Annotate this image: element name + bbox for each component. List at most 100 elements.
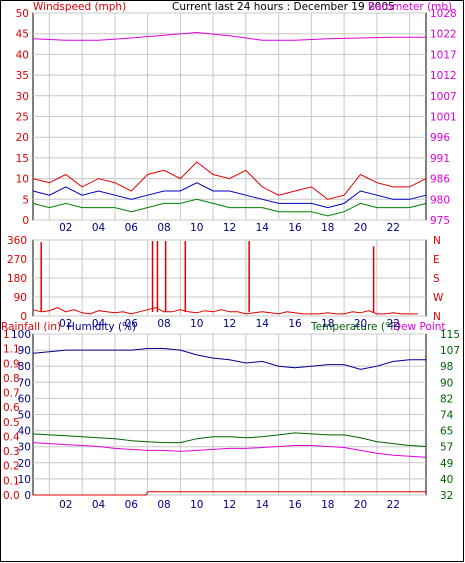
wind-tick-label: 45 [16,29,29,41]
chart-title: Current last 24 hours : December 19 2005 [172,1,395,13]
rainfall-tick-label: 1.1 [3,344,20,356]
temperature-tick-label: 65 [440,426,453,438]
wind-tick-label: 35 [16,70,29,82]
barometer-tick-label: 980 [430,194,450,206]
x-tick-label: 16 [288,318,302,330]
barometer-axis-title: Barometer (mb) [368,1,452,13]
compass-tick-label: E [433,254,440,266]
rainfall-tick-label: 0.4 [3,431,20,443]
compass-tick-label: N [433,235,441,247]
rainfall-tick-label: 0.5 [3,417,20,429]
barometer-tick-label: 1012 [430,70,457,82]
wind-tick-label: 50 [16,8,29,20]
humidity-series [32,348,426,370]
rainfall-tick-label: 0.9 [3,358,20,370]
x-tick-label: 02 [59,318,72,330]
humidity-tick-label: 0 [24,490,31,502]
x-tick-label: 04 [92,318,106,330]
x-tick-label: 18 [321,499,334,511]
humidity-tick-label: 70 [18,377,31,389]
rainfall-tick-label: 0.2 [3,461,20,473]
wind-tick-label: 20 [16,132,29,144]
rainfall-series [33,491,426,496]
humidity-tick-label: 100 [11,329,31,341]
direction-tick-label: 270 [7,254,27,266]
temperature-tick-label: 74 [440,410,454,422]
x-tick-label: 20 [354,499,367,511]
humidity-tick-label: 30 [18,442,31,454]
barometer-tick-label: 991 [430,153,450,165]
wind-tick-label: 40 [16,49,29,61]
humidity-axis-title: Humidity (%) [67,321,136,333]
rainfall-tick-label: 0.7 [3,388,20,400]
x-tick-label: 04 [92,499,106,511]
wind-low-series [32,198,427,217]
direction-tick-label: 90 [14,292,27,304]
barometer-tick-label: 1017 [430,49,457,61]
x-tick-label: 20 [354,318,367,330]
windspeed-series [32,161,427,200]
temperature-tick-label: 107 [440,345,460,357]
x-tick-label: 18 [321,318,334,330]
compass-tick-label: N [433,311,441,323]
x-tick-label: 08 [157,499,170,511]
temperature-tick-label: 57 [440,442,453,454]
series-layer [32,31,427,496]
windspeed-axis-title: Windspeed (mph) [33,1,126,13]
x-tick-label: 12 [223,499,236,511]
x-tick-label: 14 [256,222,270,234]
x-tick-label: 10 [190,499,203,511]
humidity-tick-label: 10 [18,474,31,486]
x-tick-label: 12 [223,318,236,330]
temperature-tick-label: 115 [440,329,460,341]
rainfall-tick-label: 0.1 [3,475,20,487]
rainfall-tick-label: 1 [3,329,10,341]
x-tick-label: 18 [321,222,334,234]
wind-average-series [32,182,427,209]
barometer-tick-label: 986 [430,174,450,186]
humidity-tick-label: 80 [18,361,31,373]
barometer-series [32,31,426,41]
x-tick-label: 08 [157,318,170,330]
barometer-tick-label: 975 [430,215,450,227]
temperature-tick-label: 32 [440,490,453,502]
barometer-tick-label: 996 [430,132,450,144]
x-tick-label: 08 [157,222,170,234]
x-tick-label: 10 [190,318,203,330]
rainfall-tick-label: 0.0 [3,490,20,502]
barometer-tick-label: 1022 [430,29,457,41]
temperature-tick-label: 82 [440,393,453,405]
rainfall-tick-label: 0.3 [3,446,20,458]
x-tick-label: 22 [387,499,400,511]
x-tick-label: 16 [288,222,302,234]
direction-tick-label: 360 [7,235,27,247]
x-tick-label: 02 [59,222,72,234]
x-tick-label: 20 [354,222,367,234]
temperature-tick-label: 40 [440,474,453,486]
wind-tick-label: 30 [16,91,29,103]
humidity-tick-label: 90 [18,345,31,357]
dewpoint-axis-title: Dew Point [393,321,446,333]
humidity-tick-label: 50 [18,410,31,422]
temperature-series [32,432,427,447]
x-tick-label: 22 [387,222,400,234]
x-tick-label: 16 [288,499,302,511]
rainfall-tick-label: 0.6 [3,402,20,414]
x-tick-label: 06 [125,318,139,330]
humidity-tick-label: 20 [18,458,31,470]
temperature-tick-label: 90 [440,377,453,389]
x-tick-label: 12 [223,222,236,234]
direction-series [32,307,418,315]
barometer-tick-label: 1001 [430,112,457,124]
x-tick-label: 14 [256,318,270,330]
wind-tick-label: 5 [22,194,29,206]
x-tick-label: 14 [256,499,270,511]
direction-tick-label: 180 [7,273,27,285]
wind-tick-label: 25 [16,112,29,124]
x-tick-label: 06 [125,222,139,234]
x-tick-label: 06 [125,499,139,511]
compass-tick-label: S [433,273,440,285]
x-tick-label: 02 [59,499,72,511]
